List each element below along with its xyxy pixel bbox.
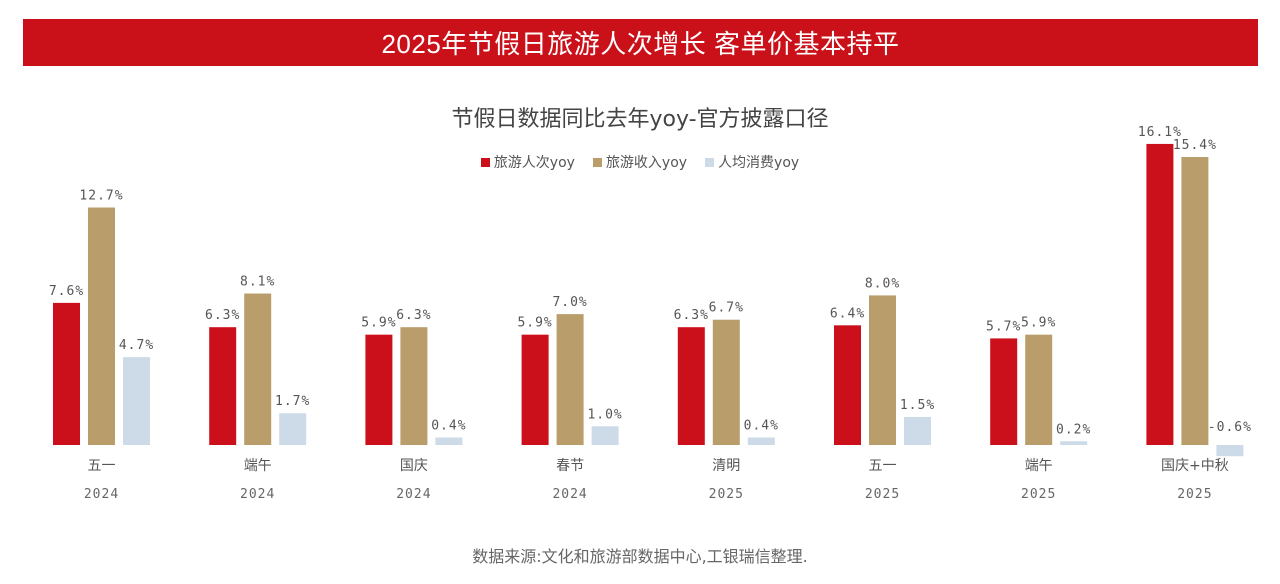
bar-revenue-1 [244, 293, 272, 445]
bar-visitors-7 [1146, 143, 1174, 445]
bar-per-capita-3 [591, 426, 619, 445]
data-label: 0.4% [431, 419, 466, 434]
data-label: 8.1% [240, 275, 275, 290]
data-label: 12.7% [79, 189, 123, 204]
data-label: 15.4% [1173, 138, 1217, 153]
data-label: 1.0% [587, 407, 622, 422]
x-tick-label: 国庆 [400, 458, 428, 474]
data-label: 8.0% [865, 276, 900, 291]
x-tick-year: 2024 [240, 487, 275, 502]
bar-per-capita-7 [1216, 445, 1244, 457]
bar-visitors-5 [834, 325, 861, 445]
x-tick-year: 2024 [552, 487, 587, 502]
chart-legend: 旅游人次yoy 旅游收入yoy 人均消费yoy [0, 152, 1280, 172]
chart-title: 节假日数据同比去年yoy-官方披露口径 [451, 107, 829, 132]
data-source-note: 数据来源:文化和旅游部数据中心,工银瑞信整理. [472, 547, 808, 566]
bar-revenue-3 [556, 314, 584, 445]
legend-item-visitors: 旅游人次yoy [480, 152, 575, 172]
legend-swatch-per-capita [705, 157, 715, 167]
data-label: 0.2% [1056, 422, 1091, 437]
data-label: 6.3% [674, 308, 709, 323]
x-tick-label: 清明 [712, 458, 740, 474]
bar-visitors-4 [677, 327, 705, 445]
bar-revenue-6 [1025, 334, 1053, 445]
data-label: 6.3% [396, 308, 431, 323]
data-label: 5.9% [517, 316, 552, 331]
x-tick-year: 2025 [865, 487, 900, 502]
data-label: -0.6% [1208, 420, 1252, 435]
data-label: 6.7% [709, 301, 744, 316]
legend-label-revenue: 旅游收入yoy [605, 155, 688, 171]
x-tick-label: 春节 [556, 458, 584, 474]
bar-revenue-4 [712, 319, 740, 445]
bar-visitors-6 [990, 338, 1018, 445]
x-tick-year: 2025 [1177, 487, 1212, 502]
x-tick-year: 2025 [709, 487, 744, 502]
title-banner: 2025年节假日旅游人次增长 客单价基本持平 [23, 19, 1258, 66]
data-label: 7.6% [49, 284, 84, 299]
legend-swatch-revenue [592, 157, 602, 167]
x-tick-label: 五一 [88, 458, 116, 474]
bar-visitors-2 [365, 334, 393, 445]
x-tick-year: 2025 [1021, 487, 1056, 502]
x-tick-year: 2024 [396, 487, 431, 502]
bar-revenue-0 [88, 207, 115, 445]
x-tick-year: 2024 [84, 487, 119, 502]
bar-per-capita-4 [747, 437, 775, 445]
data-label: 5.9% [1021, 316, 1056, 331]
data-label: 7.0% [552, 295, 587, 310]
legend-label-visitors: 旅游人次yoy [493, 155, 575, 171]
data-label: 6.4% [830, 306, 865, 321]
bar-revenue-5 [869, 295, 896, 445]
bar-per-capita-1 [279, 413, 307, 445]
bar-revenue-7 [1181, 157, 1209, 445]
data-label: 1.5% [900, 398, 935, 413]
data-label: 1.7% [275, 394, 310, 409]
bar-visitors-3 [521, 334, 549, 445]
banner-title: 2025年节假日旅游人次增长 客单价基本持平 [381, 29, 900, 59]
bar-revenue-2 [400, 327, 428, 445]
x-tick-label: 端午 [244, 458, 272, 474]
data-label: 5.7% [986, 319, 1021, 334]
bar-per-capita-0 [123, 357, 150, 445]
bar-visitors-0 [53, 302, 80, 445]
data-label: 16.1% [1138, 125, 1182, 140]
legend-item-revenue: 旅游收入yoy [592, 152, 688, 172]
bar-per-capita-2 [435, 437, 463, 445]
bar-visitors-1 [209, 327, 237, 445]
data-label: 0.4% [744, 419, 779, 434]
legend-item-per-capita: 人均消费yoy [705, 152, 799, 172]
legend-swatch-visitors [480, 157, 490, 167]
data-label: 4.7% [119, 338, 154, 353]
x-tick-label: 五一 [869, 458, 897, 474]
x-tick-label: 端午 [1025, 458, 1053, 474]
x-tick-label: 国庆+中秋 [1161, 458, 1229, 474]
bar-per-capita-5 [904, 416, 931, 445]
bar-per-capita-6 [1060, 441, 1088, 445]
legend-label-per-capita: 人均消费yoy [718, 155, 800, 171]
data-label: 5.9% [361, 316, 396, 331]
data-label: 6.3% [205, 308, 240, 323]
